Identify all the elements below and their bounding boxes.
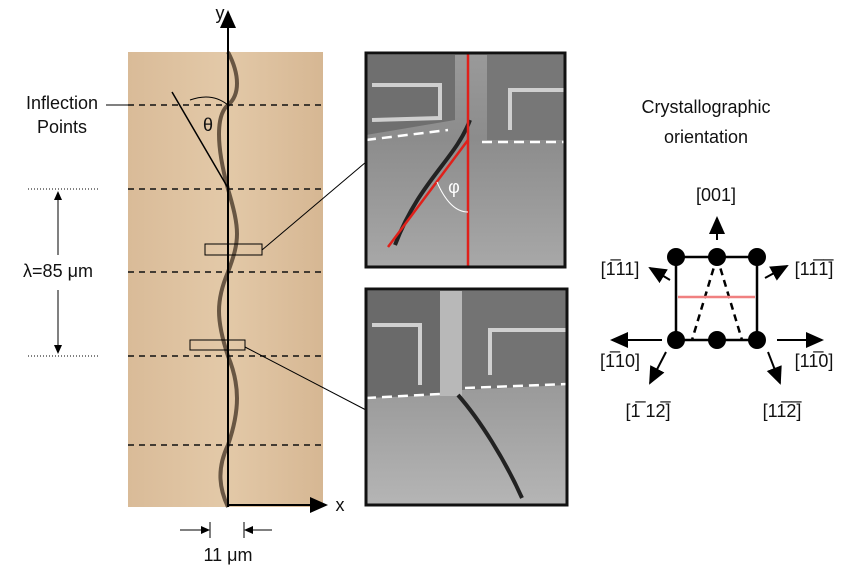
micrograph-bottom <box>366 289 567 505</box>
direction-label: [11̅0] <box>795 351 834 371</box>
direction-label: [1̅11] <box>601 259 640 279</box>
direction-label: [11̅2̅] <box>763 401 803 421</box>
width-label: 11 μm <box>203 545 252 565</box>
direction-label: [1̅10] <box>600 351 640 371</box>
direction-label: [1̅ 12̅] <box>625 401 671 421</box>
inflection-label: Inflection <box>26 93 98 113</box>
orientation-title: orientation <box>664 127 748 147</box>
figure: y x θ Inflection Points λ=85 μm 11 μm φ … <box>0 0 846 570</box>
direction-label: [11̅1̅] <box>795 259 835 279</box>
direction-label: [001] <box>696 185 736 205</box>
inflection-label: Points <box>37 117 87 137</box>
theta-label: θ <box>203 115 213 135</box>
micrograph-top <box>366 53 565 267</box>
y-label: y <box>216 3 225 23</box>
atoms <box>667 248 766 349</box>
wavelength-label: λ=85 μm <box>23 261 93 281</box>
orientation-title: Crystallographic <box>641 97 770 117</box>
unit-cell <box>676 257 757 340</box>
phi-label: φ <box>448 177 460 197</box>
x-label: x <box>336 495 345 515</box>
direction-arrows <box>612 218 822 383</box>
